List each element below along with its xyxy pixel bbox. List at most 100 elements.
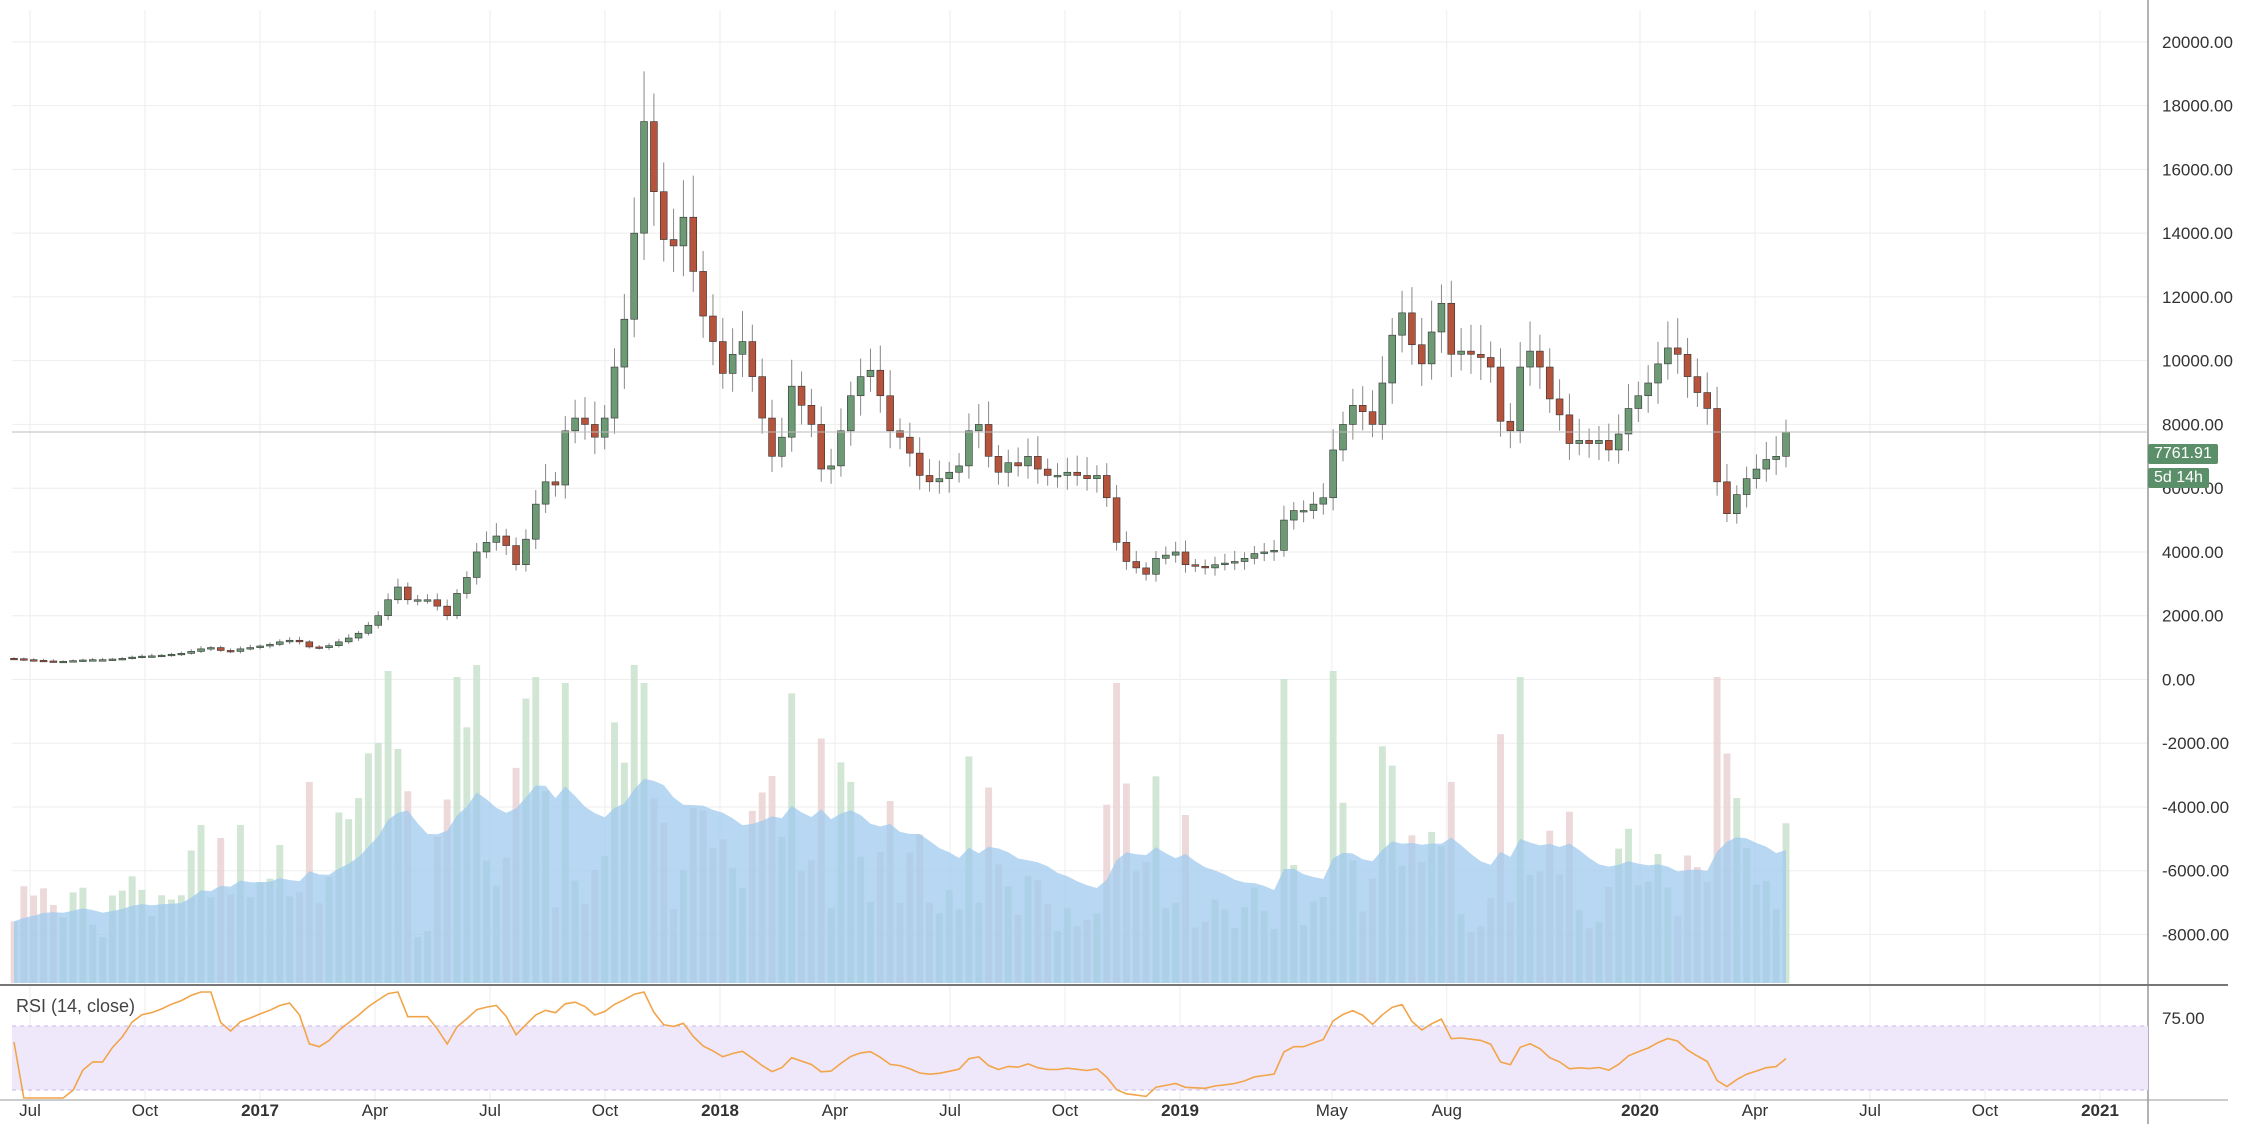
candle-down: [1703, 392, 1711, 409]
candle-up: [787, 385, 796, 438]
candle-up: [1270, 550, 1278, 553]
candle-up: [778, 436, 786, 457]
candle-up: [955, 465, 963, 473]
volume-ma-area: [14, 778, 1786, 983]
bar-countdown-tag: 5d 14h: [2148, 468, 2209, 488]
candle-up: [79, 659, 87, 662]
price-axis-label: 20000.00: [2162, 33, 2233, 52]
candle-down: [1112, 497, 1121, 543]
candle-up: [1388, 334, 1396, 384]
candle-down: [915, 452, 924, 476]
candle-down: [433, 599, 442, 607]
candle-up: [285, 639, 294, 643]
time-axis-label: 2020: [1621, 1101, 1659, 1120]
candle-up: [1516, 366, 1524, 432]
candle-down: [1034, 456, 1042, 470]
candle-up: [344, 637, 353, 643]
candle-up: [1733, 494, 1741, 514]
candle-down: [807, 405, 816, 425]
candle-up: [522, 538, 530, 565]
time-axis-label: Oct: [1052, 1101, 1079, 1120]
time-axis-label: May: [1316, 1101, 1349, 1120]
candle-down: [226, 650, 235, 653]
candle-down: [1122, 542, 1131, 562]
candle-up: [571, 417, 579, 432]
candle-up: [246, 647, 255, 650]
candle-down: [1368, 411, 1377, 425]
volume-bar: [1713, 677, 1721, 983]
candle-up: [1162, 554, 1170, 559]
candle-down: [39, 660, 48, 663]
candle-up: [1772, 456, 1780, 460]
candle-down: [659, 191, 668, 240]
candle-down: [1536, 350, 1544, 368]
candle-down: [1585, 440, 1593, 444]
time-axis-label: Jul: [1859, 1101, 1881, 1120]
candle-up: [935, 478, 944, 483]
candle-up: [1752, 468, 1761, 479]
candle-up: [256, 645, 264, 648]
candle-up: [1250, 553, 1259, 559]
candle-up: [384, 599, 392, 617]
candle-up: [1280, 519, 1288, 551]
candle-up: [827, 465, 835, 470]
candle-down: [1142, 567, 1150, 575]
candle-down: [906, 436, 914, 454]
candle-down: [1014, 462, 1022, 467]
time-axis-label: Jul: [939, 1101, 961, 1120]
candle-down: [748, 341, 757, 377]
candle-down: [1132, 561, 1141, 569]
candle-up: [1664, 347, 1672, 365]
price-axis-label: 16000.00: [2162, 160, 2233, 179]
candle-up: [1575, 440, 1584, 444]
candle-down: [29, 659, 38, 662]
candle-up: [128, 656, 136, 659]
candle-up: [847, 395, 855, 432]
candle-up: [1024, 456, 1032, 467]
candle-up: [482, 542, 491, 553]
price-axis-label: 8000.00: [2162, 415, 2223, 434]
candle-up: [374, 615, 382, 626]
candle-down: [1073, 471, 1081, 476]
candle-down: [1496, 366, 1505, 422]
candle-down: [669, 239, 678, 247]
time-axis-label: 2018: [701, 1101, 739, 1120]
candle-up: [187, 651, 195, 654]
candle-up: [1053, 475, 1062, 478]
candle-down: [581, 417, 589, 425]
candle-down: [1418, 344, 1426, 365]
candle-down: [1477, 353, 1485, 358]
candle-up: [1782, 431, 1790, 457]
candle-down: [1181, 551, 1190, 565]
candle-up: [325, 645, 333, 648]
candle-down: [1545, 366, 1554, 400]
rsi-axis-label: 75.00: [2162, 1009, 2205, 1028]
candle-up: [1309, 503, 1318, 511]
candle-up: [177, 653, 186, 656]
candle-up: [108, 658, 117, 661]
candle-up: [1398, 312, 1406, 336]
candle-up: [532, 503, 540, 540]
candle-up: [1152, 558, 1160, 575]
candle-down: [984, 424, 993, 457]
candle-up: [1221, 562, 1229, 565]
candle-down: [443, 605, 451, 617]
candle-up: [197, 648, 205, 652]
candle-up: [610, 366, 619, 419]
candle-down: [1201, 565, 1209, 569]
candle-up: [1093, 475, 1101, 479]
candle-down: [1723, 481, 1731, 514]
candle-down: [1043, 468, 1052, 476]
candle-up: [118, 658, 127, 661]
candle-up: [1742, 478, 1751, 495]
candle-down: [305, 641, 314, 648]
candle-up: [1624, 408, 1633, 435]
time-axis-label: Aug: [1432, 1101, 1462, 1120]
candle-down: [49, 660, 58, 663]
candle-down: [1565, 414, 1574, 444]
candle-down: [1486, 357, 1495, 368]
candle-up: [541, 481, 550, 505]
candle-down: [502, 535, 510, 546]
time-axis-label: Jul: [19, 1101, 41, 1120]
